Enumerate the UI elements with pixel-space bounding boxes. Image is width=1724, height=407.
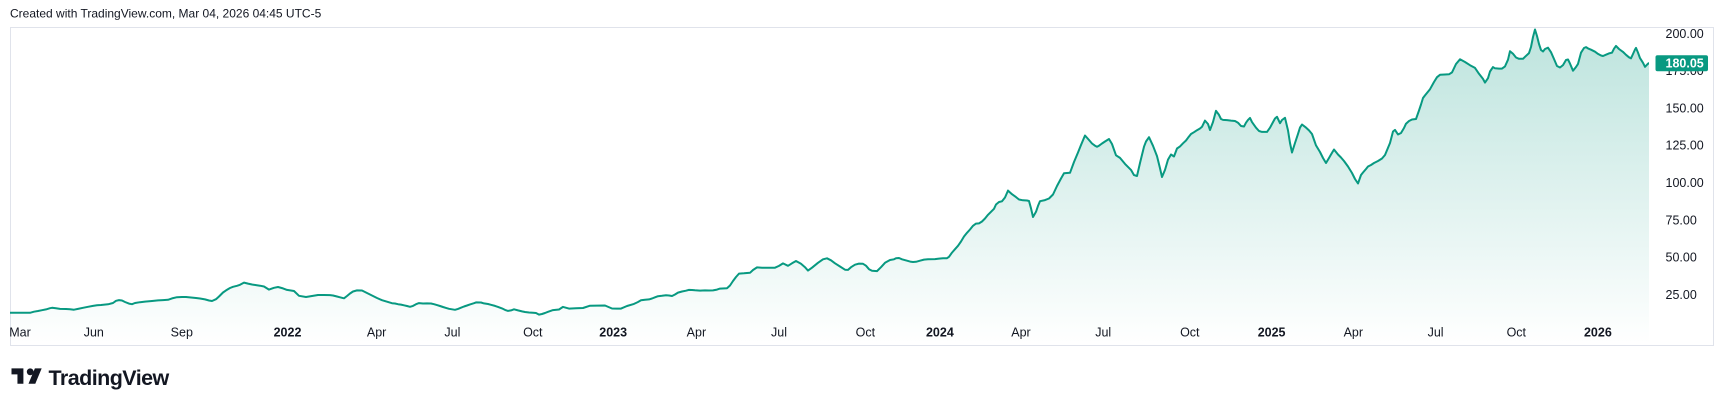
svg-text:50.00: 50.00	[1666, 251, 1697, 265]
svg-text:Mar: Mar	[9, 325, 31, 339]
svg-text:200.00: 200.00	[1666, 27, 1704, 41]
svg-text:Oct: Oct	[1507, 325, 1527, 339]
svg-text:Created with TradingView.com,: Created with TradingView.com, Mar 04, 20…	[10, 7, 322, 21]
svg-text:150.00: 150.00	[1666, 101, 1704, 115]
svg-text:Jul: Jul	[1428, 325, 1444, 339]
svg-text:180.05: 180.05	[1666, 57, 1704, 71]
svg-text:2022: 2022	[274, 325, 302, 339]
svg-text:2024: 2024	[926, 325, 954, 339]
svg-text:Jul: Jul	[771, 325, 787, 339]
svg-text:Sep: Sep	[171, 325, 193, 339]
svg-text:2025: 2025	[1258, 325, 1286, 339]
svg-text:Oct: Oct	[523, 325, 543, 339]
svg-text:25.00: 25.00	[1666, 288, 1697, 302]
svg-text:Jun: Jun	[84, 325, 104, 339]
svg-text:125.00: 125.00	[1666, 139, 1704, 153]
svg-text:Apr: Apr	[687, 325, 706, 339]
svg-text:Jul: Jul	[444, 325, 460, 339]
svg-text:TradingView: TradingView	[49, 366, 170, 390]
svg-text:Apr: Apr	[367, 325, 386, 339]
svg-text:75.00: 75.00	[1666, 213, 1697, 227]
svg-text:Jul: Jul	[1095, 325, 1111, 339]
svg-text:2023: 2023	[599, 325, 627, 339]
svg-text:2026: 2026	[1584, 325, 1612, 339]
svg-text:100.00: 100.00	[1666, 176, 1704, 190]
svg-text:Oct: Oct	[1180, 325, 1200, 339]
svg-text:Apr: Apr	[1011, 325, 1030, 339]
svg-text:Oct: Oct	[856, 325, 876, 339]
svg-text:Apr: Apr	[1344, 325, 1363, 339]
